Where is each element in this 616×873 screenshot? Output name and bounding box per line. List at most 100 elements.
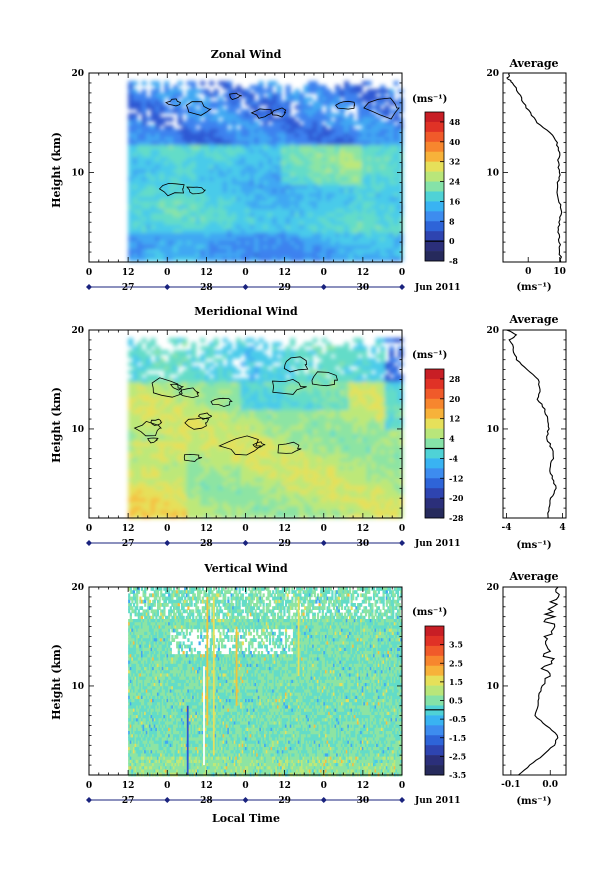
heatmap-cell <box>263 225 269 230</box>
heatmap-cell <box>164 510 170 515</box>
heatmap-cell <box>200 249 206 254</box>
heatmap-cell <box>294 221 300 226</box>
heatmap-cell <box>362 161 368 166</box>
heatmap-cell <box>389 177 395 182</box>
heatmap-cell <box>326 205 332 210</box>
heatmap-cell <box>317 362 323 367</box>
heatmap-cell <box>218 370 224 375</box>
heatmap-cell <box>128 466 134 471</box>
heatmap-cell <box>236 173 242 178</box>
heatmap-cell <box>371 257 377 262</box>
heatmap-cell <box>344 402 350 407</box>
heatmap-cell <box>321 414 327 419</box>
heatmap-cell <box>155 157 161 162</box>
heatmap-cell <box>285 366 291 371</box>
heatmap-cell <box>362 153 368 158</box>
heatmap-cell <box>339 454 345 459</box>
heatmap-cell <box>339 346 345 351</box>
heatmap-cell <box>164 434 170 439</box>
heatmap-cell <box>299 398 305 403</box>
heatmap-cell <box>195 410 201 415</box>
heatmap-cell <box>339 161 345 166</box>
heatmap-cell <box>281 410 287 415</box>
heatmap-cell <box>258 386 264 391</box>
zero-contour <box>271 107 287 118</box>
heatmap-cell <box>231 378 237 383</box>
heatmap-cell <box>227 502 233 507</box>
heatmap-cell <box>168 378 174 383</box>
heatmap-cell <box>339 237 345 242</box>
heatmap-cell <box>335 434 341 439</box>
heatmap-cell <box>245 113 251 118</box>
heatmap-cell <box>249 121 255 126</box>
heatmap-cell <box>173 189 179 194</box>
heatmap-cell <box>344 249 350 254</box>
heatmap-cell <box>321 117 327 122</box>
heatmap-cell <box>236 101 242 106</box>
heatmap-cell <box>177 422 183 427</box>
heatmap-cell <box>362 486 368 491</box>
heatmap-cell <box>209 117 215 122</box>
heatmap-cell <box>317 125 323 130</box>
heatmap-cell <box>168 434 174 439</box>
heatmap-cell <box>159 177 165 182</box>
heatmap-cell <box>384 105 390 110</box>
date-marker <box>399 284 405 290</box>
heatmap-cell <box>164 482 170 487</box>
heatmap-cell <box>128 209 134 214</box>
heatmap-cell <box>285 225 291 230</box>
heatmap-cell <box>335 510 341 515</box>
heatmap-cell <box>159 394 165 399</box>
heatmap-cell <box>191 229 197 234</box>
heatmap-cell <box>290 406 296 411</box>
heatmap-cell <box>146 450 152 455</box>
heatmap-cell <box>150 458 156 463</box>
heatmap-cell <box>267 434 273 439</box>
heatmap-cell <box>168 446 174 451</box>
heatmap-cell <box>330 406 336 411</box>
heatmap-cell <box>231 354 237 359</box>
heatmap-cell <box>348 233 354 238</box>
heatmap-cell <box>353 498 359 503</box>
heatmap-cell <box>303 233 309 238</box>
heatmap-cell <box>209 149 215 154</box>
heatmap-cell <box>353 402 359 407</box>
heatmap-cell <box>141 502 147 507</box>
heatmap-cell <box>191 93 197 98</box>
heatmap-cell <box>321 458 327 463</box>
heatmap-cell <box>339 197 345 202</box>
heatmap-cell <box>222 422 228 427</box>
heatmap-cell <box>141 354 147 359</box>
heatmap-cell <box>326 402 332 407</box>
heatmap-cell <box>299 205 305 210</box>
heatmap-cell <box>326 209 332 214</box>
heatmap-cell <box>308 237 314 242</box>
heatmap-cell <box>357 109 363 114</box>
heatmap-cell <box>254 153 260 158</box>
heatmap-cell <box>222 486 228 491</box>
heatmap-cell <box>177 506 183 511</box>
heatmap-cell <box>236 113 242 118</box>
heatmap-cell <box>146 482 152 487</box>
heatmap-cell <box>308 402 314 407</box>
heatmap-cell <box>191 245 197 250</box>
heatmap-cell <box>357 209 363 214</box>
heatmap-cell <box>204 253 210 258</box>
heatmap-cell <box>240 197 246 202</box>
heatmap-cell <box>353 85 359 90</box>
heatmap-cell <box>276 249 282 254</box>
heatmap-cell <box>177 109 183 114</box>
heatmap-cell <box>236 189 242 194</box>
heatmap-cell <box>249 181 255 186</box>
heatmap-cell <box>249 406 255 411</box>
heatmap-cell <box>222 442 228 447</box>
heatmap-cell <box>339 378 345 383</box>
heatmap-cell <box>272 193 278 198</box>
heatmap-cell <box>155 354 161 359</box>
heatmap-cell <box>290 426 296 431</box>
heatmap-cell <box>263 129 269 134</box>
heatmap-cell <box>128 185 134 190</box>
heatmap-cell <box>146 386 152 391</box>
heatmap-cell <box>348 478 354 483</box>
